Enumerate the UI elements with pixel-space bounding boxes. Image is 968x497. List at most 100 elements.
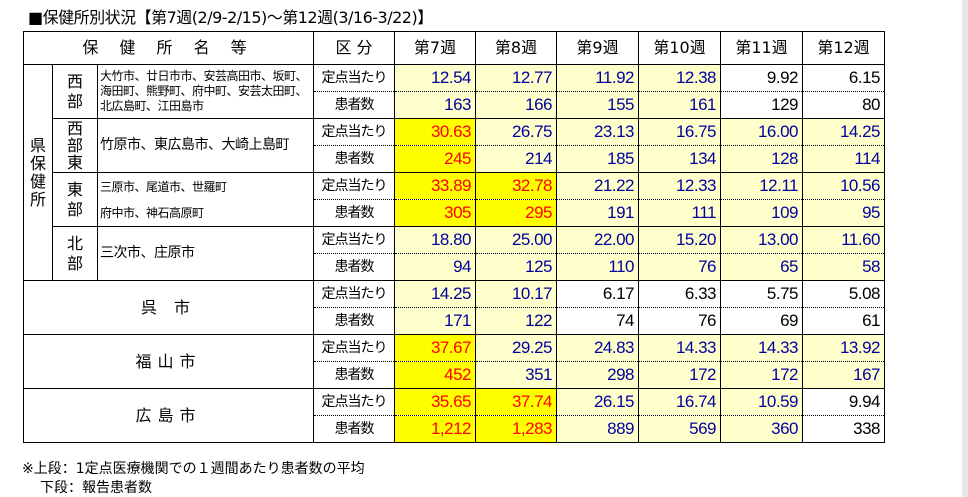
patients-cell: 338 [802,415,885,443]
table-row-patients: 患者数 163 166 155 161 129 80 [24,91,885,119]
header-week: 第9週 [556,31,639,65]
table-row-rate: 北部三次市、庄原市 定点当たり 18.80 25.00 22.00 15.20 13.00 1… [24,226,885,281]
rate-cell: 16.74 [638,388,721,416]
patients-cell: 360 [720,415,803,443]
rate-cell: 26.75 [475,118,557,146]
prefecture-label-char: 保 [29,153,46,173]
prefecture-label: 県保健所 [23,64,53,281]
city-label: 福山市 [23,334,314,389]
patients-cell: 65 [720,253,803,281]
kubun-patients: 患者数 [313,415,395,443]
rate-cell: 12.11 [720,172,803,200]
table-row-rate: 福山市 定点当たり 37.67 29.25 24.83 14.33 14.33 13.92 [23,334,885,389]
header-week: 第12週 [802,31,885,65]
municipality-line: 三原市、尾道市、世羅町 [100,179,227,194]
table-row-rate: 県保健所西部大竹市、廿日市市、安芸高田市、坂町、海田町、熊野町、府中町、安芸太田… [23,64,885,281]
patients-cell: 171 [394,307,476,335]
header-week: 第11週 [720,31,803,65]
patients-cell: 295 [475,199,557,227]
region-label: 東部 [52,172,98,227]
rate-cell: 22.00 [556,226,639,254]
rate-cell: 16.75 [638,118,721,146]
patients-cell: 122 [475,307,557,335]
patients-cell: 167 [802,361,885,389]
rate-cell: 10.59 [720,388,803,416]
prefecture-label-char: 所 [29,189,46,209]
header-week: 第8週 [475,31,557,65]
patients-cell: 125 [475,253,557,281]
municipality-line: 竹原市、東広島市、大崎上島町 [100,137,290,153]
patients-cell: 166 [475,91,557,119]
patients-cell: 128 [720,145,803,173]
kubun-rate: 定点当たり [313,226,395,254]
kubun-rate: 定点当たり [313,388,395,416]
kubun-rate: 定点当たり [313,118,395,146]
header-row: 保 健 所 名 等区 分第7週 第8週 第9週 第10週 第11週 第12週 [23,31,885,65]
patients-cell: 172 [638,361,721,389]
municipality-list: 三原市、尾道市、世羅町 府中市、神石高原町 [97,172,314,227]
region-label-char: 部 [66,136,83,155]
rate-cell: 9.94 [802,388,885,416]
rate-cell: 10.17 [475,280,557,308]
kubun-patients: 患者数 [313,91,395,119]
note-lower: 下段：報告患者数 [40,480,152,496]
rate-cell: 30.63 [394,118,476,146]
rate-cell: 24.83 [556,334,639,362]
table-row-patients: 患者数 1,212 1,283 889 569 360 338 [24,415,885,443]
note-upper: ※上段：1定点医療機関での１週間あたり患者数の平均 [22,461,365,477]
prefecture-label-char: 健 [29,171,46,191]
table-row-rate: 西部東竹原市、東広島市、大崎上島町 定点当たり 30.63 26.75 23.13 16.… [24,118,885,173]
kubun-rate: 定点当たり [313,280,395,308]
patients-cell: 245 [394,145,476,173]
region-label-char: 部 [66,199,83,219]
region-label-char: 部 [66,91,83,111]
table-row-patients: 患者数 94 125 110 76 65 58 [24,253,885,281]
patients-cell: 111 [638,199,721,227]
rate-cell: 18.80 [394,226,476,254]
table-row-rate: 東部三原市、尾道市、世羅町 府中市、神石高原町 定点当たり 33.89 32.78 21.… [24,172,885,227]
rate-cell: 12.38 [638,64,721,92]
patients-cell: 452 [394,361,476,389]
rate-cell: 6.15 [802,64,885,92]
rate-cell: 14.25 [394,280,476,308]
rate-cell: 13.92 [802,334,885,362]
patients-cell: 76 [638,253,721,281]
patients-cell: 889 [556,415,639,443]
rate-cell: 6.17 [556,280,639,308]
patients-cell: 74 [556,307,639,335]
kubun-rate: 定点当たり [313,172,395,200]
rate-cell: 12.54 [394,64,476,92]
kubun-patients: 患者数 [313,253,395,281]
patients-cell: 569 [638,415,721,443]
region-label-char: 西 [66,71,83,91]
kubun-patients: 患者数 [313,307,395,335]
region-label-char: 東 [66,179,83,199]
rate-cell: 23.13 [556,118,639,146]
rate-cell: 13.00 [720,226,803,254]
kubun-patients: 患者数 [313,199,395,227]
kubun-patients: 患者数 [313,145,395,173]
patients-cell: 69 [720,307,803,335]
patients-cell: 129 [720,91,803,119]
patients-cell: 109 [720,199,803,227]
window-edge [962,0,968,497]
patients-cell: 1,283 [475,415,557,443]
rate-cell: 11.60 [802,226,885,254]
rate-cell: 11.92 [556,64,639,92]
region-label-char: 西 [66,119,83,138]
patients-cell: 298 [556,361,639,389]
rate-cell: 15.20 [638,226,721,254]
patients-cell: 1,212 [394,415,476,443]
table-row-patients: 患者数 171 122 74 76 69 61 [24,307,885,335]
patients-cell: 163 [394,91,476,119]
patients-cell: 185 [556,145,639,173]
region-label: 北部 [52,226,98,281]
patients-cell: 94 [394,253,476,281]
rate-cell: 14.33 [720,334,803,362]
patients-cell: 161 [638,91,721,119]
patients-cell: 172 [720,361,803,389]
rate-cell: 25.00 [475,226,557,254]
patients-cell: 110 [556,253,639,281]
page-title: ■保健所別状況【第7週(2/9-2/15)～第12週(3/16-3/22)】 [28,8,433,27]
patients-cell: 134 [638,145,721,173]
